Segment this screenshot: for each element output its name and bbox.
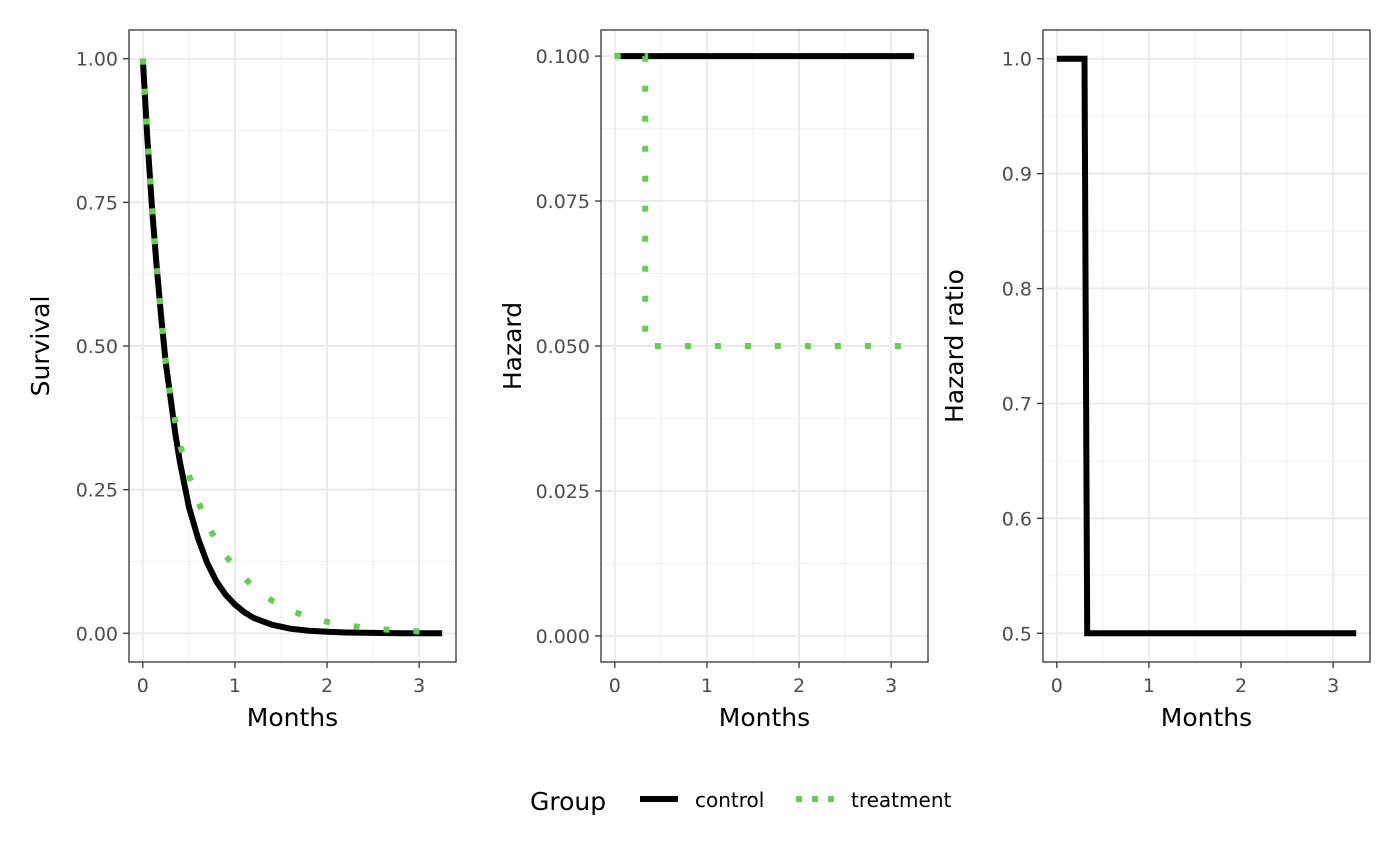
y-tick-label: 0.9 [1002,164,1032,186]
x-tick-label: 3 [885,675,897,697]
x-tick-label: 2 [1235,675,1247,697]
legend-title: Group [530,787,606,816]
panel-1: 0 1 2 3 0.00 0.25 0.50 0.75 1.00 Months Survival [26,29,457,732]
legend-items: control treatment [640,788,951,812]
y-axis-title: Hazard ratio [940,269,969,423]
x-axis-title: Months [1161,703,1252,732]
y-tick-label: 0.050 [536,336,590,358]
y-tick-label: 1.0 [1002,49,1032,71]
y-tick-label: 1.00 [76,49,118,71]
x-tick-label: 0 [137,675,149,697]
y-axis-title: Hazard [498,302,527,390]
y-tick-label: 0.6 [1002,508,1032,530]
legend: Group control treatment [530,787,951,816]
x-tick-label: 1 [1143,675,1155,697]
x-tick-label: 2 [321,675,333,697]
x-tick-label: 0 [1051,675,1063,697]
x-tick-label: 1 [229,675,241,697]
x-tick-label: 3 [1327,675,1339,697]
legend-label-treatment: treatment [851,788,951,812]
legend-label-control: control [695,788,764,812]
y-tick-label: 0.50 [76,336,118,358]
panel-border [1042,29,1371,663]
legend-item-treatment: treatment [796,788,951,812]
panel-2: 0 1 2 3 0.000 0.025 0.050 0.075 0.100 Months Hazar… [498,29,929,732]
y-tick-label: 0.075 [536,191,590,213]
x-axis-title: Months [719,703,810,732]
panel-3: 0 1 2 3 0.5 0.6 0.7 0.8 0.9 1.0 Months Hazard ratio [940,29,1371,732]
legend-item-control: control [640,788,764,812]
series-line-control [1056,55,1357,637]
y-tick-label: 0.5 [1002,623,1032,645]
x-tick-label: 0 [609,675,621,697]
x-tick-label: 3 [413,675,425,697]
y-tick-label: 0.100 [536,46,590,68]
y-tick-label: 0.8 [1002,279,1032,301]
y-axis-title: Survival [26,296,55,397]
x-axis-title: Months [247,703,338,732]
series-line-treatment [614,53,915,349]
y-tick-label: 0.75 [76,192,118,214]
y-tick-label: 0.000 [536,626,590,648]
x-tick-label: 1 [701,675,713,697]
y-tick-label: 0.25 [76,480,118,502]
y-tick-label: 0.7 [1002,393,1032,415]
x-tick-label: 2 [793,675,805,697]
y-tick-label: 0.00 [76,623,118,645]
y-tick-label: 0.025 [536,481,590,503]
